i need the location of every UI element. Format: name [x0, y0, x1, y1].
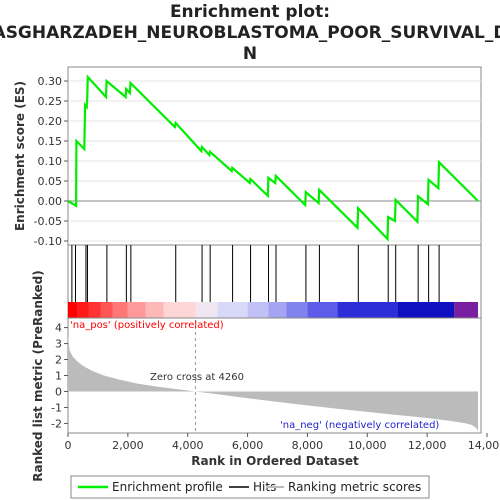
- ranking-bar-segment: [112, 302, 128, 318]
- x-tick-label: 2,000: [112, 439, 144, 452]
- legend: Enrichment profile Hits Ranking metric s…: [70, 475, 430, 499]
- es-tick-label: -0.10: [34, 235, 62, 248]
- es-tick-label: -0.05: [34, 215, 62, 228]
- zero-cross-annotation: Zero cross at 4260: [150, 372, 244, 383]
- es-tick-label: 0.10: [38, 155, 63, 168]
- metric-tick-label: 2: [55, 354, 62, 367]
- ranking-metric-area: [68, 335, 478, 432]
- ranking-bar-segment: [307, 302, 338, 318]
- negative-correlation-label: 'na_neg' (negatively correlated): [280, 420, 439, 431]
- metric-tick-label: 1: [55, 370, 62, 383]
- ranking-bar-segment: [397, 302, 455, 318]
- metric-tick-label: 0: [55, 385, 62, 398]
- x-tick-label: 4,000: [172, 439, 204, 452]
- metric-tick-label: -2: [51, 417, 62, 430]
- x-axis-label: Rank in Ordered Dataset: [191, 454, 359, 468]
- ranking-bar-segment: [145, 302, 164, 318]
- hit-lines: [71, 245, 440, 302]
- es-tick-label: 0.15: [38, 135, 63, 148]
- ranking-bar-segment: [268, 302, 287, 318]
- x-tick-label: 12,000: [408, 439, 447, 452]
- title-line-1: Enrichment plot:: [170, 2, 330, 22]
- ranking-bar-segment: [454, 302, 479, 318]
- ranking-color-bar: [68, 302, 479, 318]
- ranking-bar-segment: [127, 302, 146, 318]
- es-y-ticks: -0.10 -0.05 0.00 0.05 0.10 0.15 0.20 0.25 0.30: [34, 75, 68, 248]
- x-tick-label: 10,000: [348, 439, 387, 452]
- ranking-bar-segment: [286, 302, 308, 318]
- metric-tick-label: 3: [55, 338, 62, 351]
- enrichment-score-panel: -0.10 -0.05 0.00 0.05 0.10 0.15 0.20 0.25 0.30 E…: [13, 66, 482, 248]
- ranking-bar-segment: [163, 302, 196, 318]
- ranked-metric-panel: 4 3 2 1 0 -1 -2 0 2,000 4,000 6,000 8,000 10,000 12,…: [31, 270, 500, 482]
- title-line-2: ASGHARZADEH_NEUROBLASTOMA_POOR_SURVIVAL_…: [0, 23, 500, 43]
- legend-box: [70, 475, 430, 499]
- x-tick-label: 6,000: [232, 439, 264, 452]
- ranking-bar-segment: [247, 302, 269, 318]
- ranking-bar-segment: [337, 302, 398, 318]
- es-tick-label: 0.05: [38, 175, 63, 188]
- x-tick-label: 0: [65, 439, 72, 452]
- ranking-bar-segment: [88, 302, 101, 318]
- es-tick-label: 0.30: [38, 75, 63, 88]
- ranking-bar-segment: [100, 302, 113, 318]
- es-tick-label: 0.20: [38, 115, 63, 128]
- positive-correlation-label: 'na_pos' (positively correlated): [70, 320, 224, 331]
- x-axis-ticks: 0 2,000 4,000 6,000 8,000 10,000 12,000 14,000: [65, 433, 500, 452]
- legend-enrichment-profile-label: Enrichment profile: [112, 480, 223, 494]
- ranking-bar-segment: [68, 302, 77, 318]
- ranking-bar-segment: [217, 302, 248, 318]
- metric-y-axis-label: Ranked list metric (PreRanked): [31, 270, 45, 482]
- es-tick-label: 0.25: [38, 95, 63, 108]
- metric-tick-label: -1: [51, 401, 62, 414]
- es-y-axis-label: Enrichment score (ES): [13, 81, 27, 231]
- title-line-3: N: [243, 44, 257, 64]
- enrichment-profile-line: [67, 74, 479, 242]
- es-tick-label: 0.00: [38, 195, 63, 208]
- hits-panel: [67, 244, 482, 319]
- legend-ranking-metric-label: Ranking metric scores: [288, 480, 421, 494]
- metric-tick-label: 4: [55, 322, 62, 335]
- x-tick-label: 8,000: [292, 439, 324, 452]
- ranking-bar-segment: [76, 302, 89, 318]
- metric-y-ticks: 4 3 2 1 0 -1 -2: [51, 322, 68, 430]
- legend-hits-label: Hits: [253, 480, 276, 494]
- x-tick-label: 14,000: [468, 439, 500, 452]
- ranking-bar-segment: [195, 302, 218, 318]
- chart-title: Enrichment plot: ASGHARZADEH_NEUROBLASTO…: [0, 2, 500, 64]
